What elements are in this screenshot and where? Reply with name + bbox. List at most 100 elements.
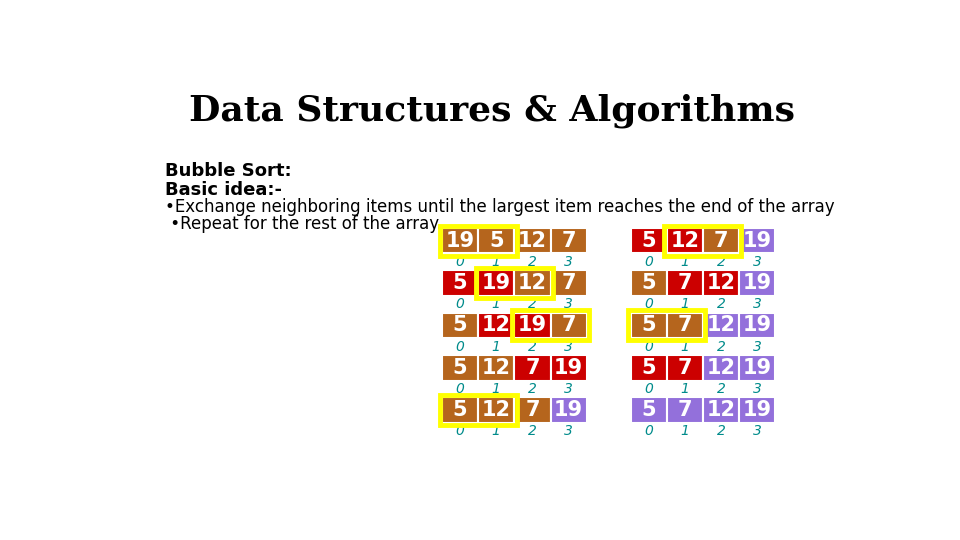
Bar [667,228,703,253]
Bar [550,397,587,423]
Text: 0: 0 [456,340,465,354]
Bar [550,271,587,296]
Bar [703,271,739,296]
Text: 19: 19 [445,231,474,251]
Text: 7: 7 [525,358,540,378]
Bar [442,313,478,338]
Text: 5: 5 [641,358,656,378]
Text: 7: 7 [714,231,729,251]
Bar [631,313,667,338]
Text: 12: 12 [518,231,547,251]
Text: 19: 19 [554,400,583,420]
Text: 0: 0 [644,340,653,354]
Text: 1: 1 [681,424,689,438]
Bar [478,355,515,381]
Text: 1: 1 [681,382,689,396]
Bar [515,271,550,296]
Text: 2: 2 [528,340,537,354]
Text: 12: 12 [518,273,547,293]
Text: 12: 12 [707,358,735,378]
Bar [631,355,667,381]
Text: 3: 3 [564,255,573,269]
Bar [703,228,739,253]
Text: 1: 1 [681,340,689,354]
Text: 19: 19 [743,358,772,378]
Bar [442,355,478,381]
Text: 7: 7 [562,315,576,335]
Text: 0: 0 [644,255,653,269]
Text: 1: 1 [492,255,501,269]
Text: 3: 3 [753,382,761,396]
Text: 5: 5 [453,358,468,378]
Text: 19: 19 [743,315,772,335]
Text: 19: 19 [517,315,547,335]
Text: 12: 12 [670,231,700,251]
Bar [515,355,550,381]
Text: 1: 1 [681,255,689,269]
Text: 1: 1 [492,340,501,354]
Bar [476,268,553,298]
Bar [667,271,703,296]
Text: 12: 12 [707,273,735,293]
Text: 3: 3 [564,297,573,311]
Text: 12: 12 [482,358,511,378]
Bar [515,228,550,253]
Text: 7: 7 [562,231,576,251]
Text: Basic idea:-: Basic idea:- [165,181,281,199]
Text: 7: 7 [678,273,692,293]
Text: 0: 0 [456,424,465,438]
Bar [478,228,515,253]
Bar [631,397,667,423]
Text: 1: 1 [492,297,501,311]
Text: 3: 3 [753,424,761,438]
Text: 12: 12 [707,315,735,335]
Text: 7: 7 [562,273,576,293]
Text: 5: 5 [453,273,468,293]
Text: 0: 0 [644,424,653,438]
Text: 2: 2 [716,340,726,354]
Bar [739,313,776,338]
Bar [442,397,478,423]
Bar [442,271,478,296]
Text: 19: 19 [482,273,511,293]
Text: 7: 7 [525,400,540,420]
Bar [478,313,515,338]
Bar [550,313,587,338]
Text: 3: 3 [753,255,761,269]
Bar [440,395,516,425]
Bar [667,397,703,423]
Bar [667,313,703,338]
Bar [739,271,776,296]
Text: •Repeat for the rest of the array.: •Repeat for the rest of the array. [165,215,442,233]
Text: 2: 2 [716,297,726,311]
Bar [550,228,587,253]
Bar [478,397,515,423]
Text: 5: 5 [641,315,656,335]
Text: 0: 0 [456,297,465,311]
Text: 7: 7 [678,315,692,335]
Text: 19: 19 [743,231,772,251]
Bar [703,313,739,338]
Bar [515,313,550,338]
Text: 3: 3 [753,297,761,311]
Text: 5: 5 [641,273,656,293]
Text: Data Structures & Algorithms: Data Structures & Algorithms [189,94,795,128]
Bar [703,355,739,381]
Bar [631,271,667,296]
Bar [739,397,776,423]
Bar [631,228,667,253]
Text: 3: 3 [564,382,573,396]
Text: Bubble Sort:: Bubble Sort: [165,162,292,180]
Text: 0: 0 [644,382,653,396]
Text: 5: 5 [489,231,504,251]
Bar [667,355,703,381]
Text: 2: 2 [716,424,726,438]
Bar [739,228,776,253]
Text: 2: 2 [716,382,726,396]
Text: 5: 5 [641,231,656,251]
Text: 12: 12 [482,315,511,335]
Bar [628,310,706,340]
Text: 2: 2 [528,255,537,269]
Bar [550,355,587,381]
Bar [664,226,741,256]
